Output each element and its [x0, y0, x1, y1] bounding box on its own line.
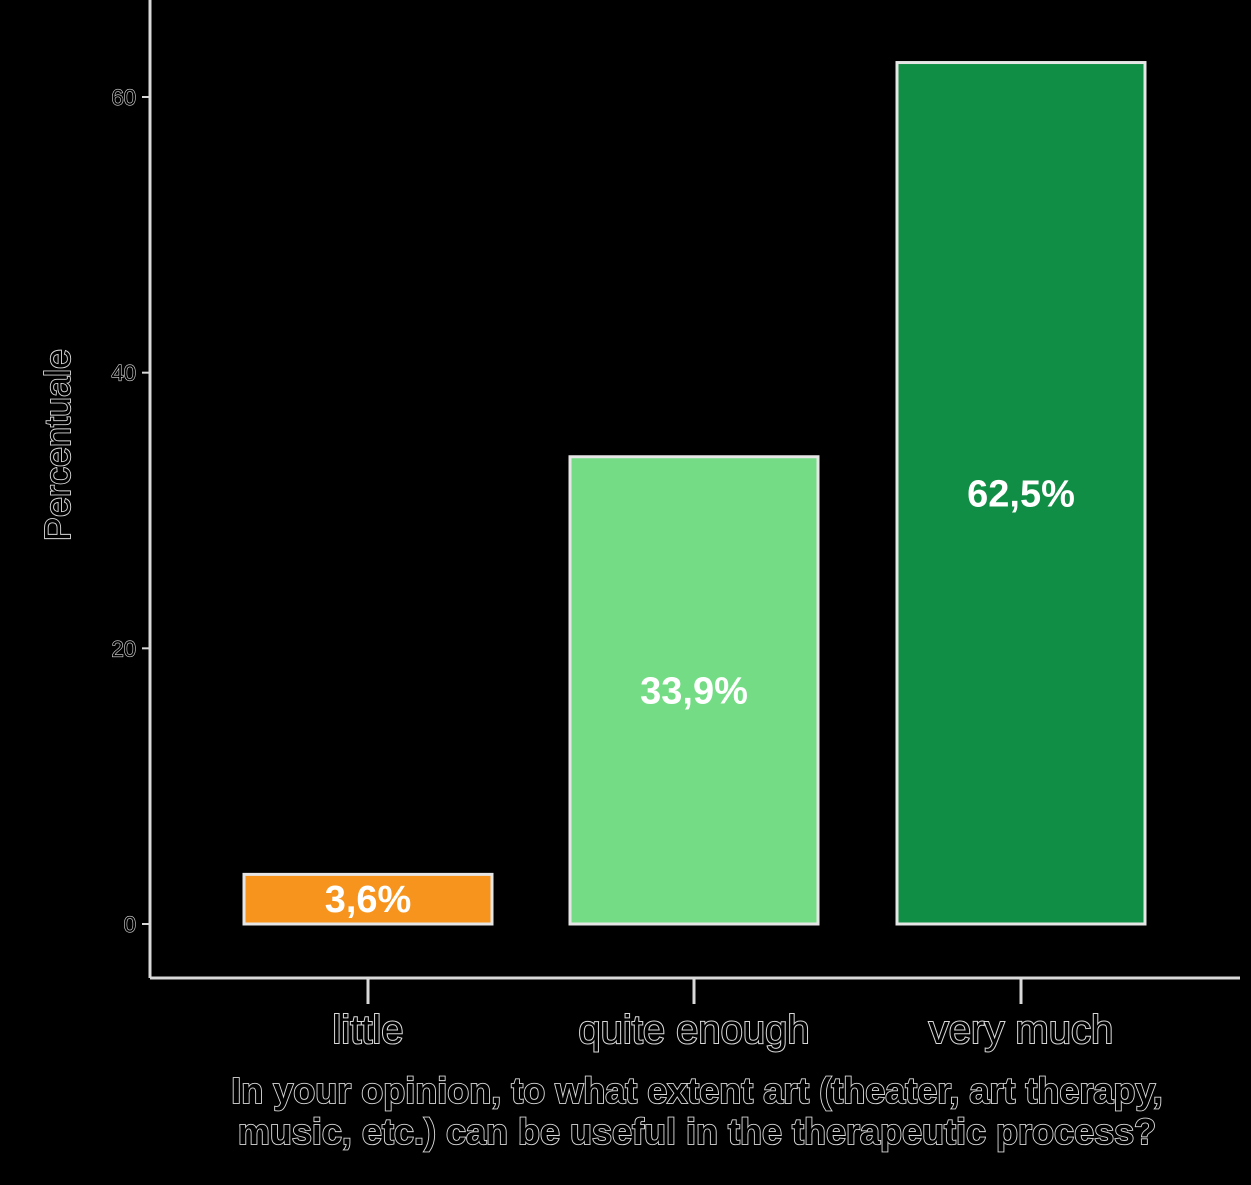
data-label: 62,5%: [967, 473, 1075, 515]
bars: 3,6% 33,9% 62,5%: [242, 61, 1147, 926]
y-axis-ticks: 0 20 40 60: [111, 84, 150, 938]
x-tick-label: quite enough: [578, 1008, 809, 1052]
y-axis-title: Percentuale: [37, 349, 78, 541]
x-axis-title-line-1: In your opinion, to what extent art (the…: [231, 1070, 1162, 1111]
y-tick-label: 20: [112, 636, 136, 661]
bar-little: [242, 872, 494, 926]
x-axis-title-line-2: music, etc.) can be useful in the therap…: [238, 1111, 1156, 1152]
x-tick-label: very much: [929, 1008, 1114, 1052]
x-tick-label: little: [332, 1008, 403, 1052]
y-tick-label: 0: [124, 912, 136, 937]
data-label: 33,9%: [640, 670, 748, 712]
y-tick-label: 40: [112, 361, 136, 386]
data-label: 3,6%: [325, 879, 412, 921]
bar-quite-enough: [568, 455, 820, 926]
x-axis-ticks: little quite enough very much: [331, 978, 1114, 1053]
bar-very-much: [895, 61, 1147, 926]
y-tick-label: 60: [112, 85, 136, 110]
